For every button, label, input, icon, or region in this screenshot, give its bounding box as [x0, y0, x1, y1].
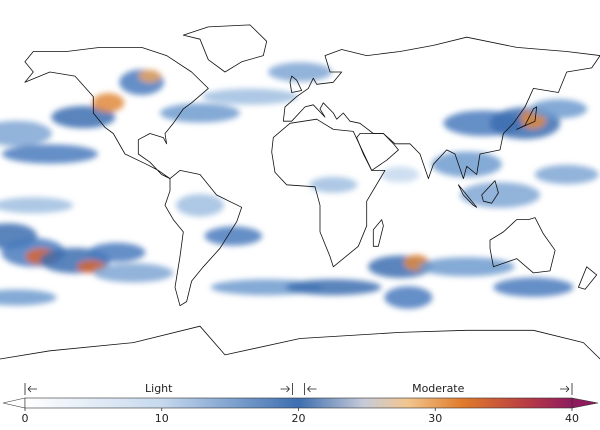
precip-area: [431, 151, 502, 178]
precip-area: [534, 164, 599, 185]
coastline: [481, 180, 499, 204]
arrow-right: [560, 385, 570, 393]
arrow-right: [280, 385, 290, 393]
precip-area: [529, 99, 588, 119]
coastline: [516, 106, 538, 130]
precip-area: [51, 105, 116, 129]
colorbar-tick-label: 10: [155, 412, 169, 425]
precip-area: [201, 88, 298, 105]
precip-area: [285, 279, 382, 296]
precip-area: [0, 120, 52, 147]
precip-area: [418, 257, 515, 277]
precip-area: [0, 289, 57, 306]
precip-area: [159, 103, 240, 123]
precip-area: [268, 62, 332, 82]
coastline: [356, 133, 399, 171]
colorbar-extend-high: [571, 397, 599, 409]
colorbar-tick-label: 40: [565, 412, 579, 425]
coastline: [458, 184, 478, 208]
colorbar-extend-low: [2, 397, 26, 409]
colorbar-tick-label: 20: [292, 412, 306, 425]
precip-area: [493, 277, 574, 297]
precip-area: [1, 144, 98, 164]
coastlines: [0, 24, 600, 360]
coastline: [489, 217, 556, 274]
precip-area: [175, 194, 224, 217]
precip-area: [460, 182, 541, 208]
precip-area: [92, 93, 125, 113]
colorbar-tick-label: 0: [22, 412, 29, 425]
range-label: Light: [145, 382, 173, 395]
coastline: [164, 170, 243, 307]
coastline: [271, 118, 386, 268]
colorbar-bar: [24, 397, 573, 409]
coastline: [578, 266, 598, 290]
range-label: Moderate: [412, 382, 465, 395]
coastline: [282, 36, 600, 179]
coastline: [372, 219, 384, 247]
precip-area: [309, 176, 358, 193]
coastline: [182, 24, 268, 73]
colorbar: 0 10 20 30 40 Light Moderate: [2, 382, 599, 425]
coastline: [289, 75, 303, 93]
precip-area: [380, 166, 420, 183]
precip-area: [138, 69, 162, 83]
precipitation-layer: [0, 62, 599, 309]
precip-area: [93, 263, 174, 283]
coastline: [24, 47, 209, 179]
precip-area: [87, 242, 146, 262]
precip-area: [204, 226, 263, 246]
arrow-left: [27, 385, 37, 393]
arrow-left: [307, 385, 317, 393]
coastline: [0, 325, 600, 360]
precip-area: [0, 197, 74, 214]
colorbar-tick-label: 30: [428, 412, 442, 425]
precip-area: [384, 286, 433, 309]
